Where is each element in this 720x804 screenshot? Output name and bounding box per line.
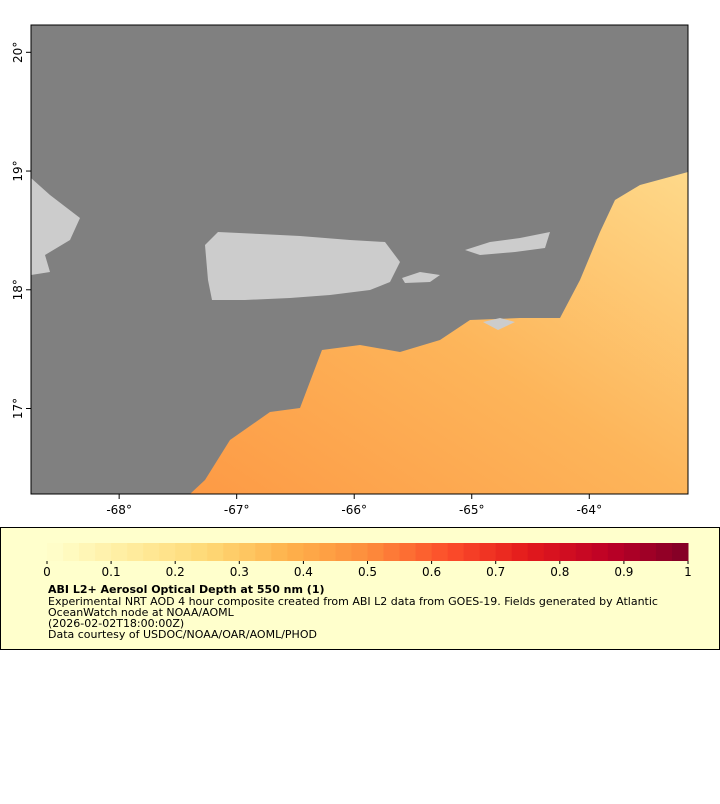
colorbar-segment: [639, 543, 657, 561]
y-tick-label: 17°: [11, 398, 25, 419]
colorbar-segment: [431, 543, 449, 561]
colorbar-segment: [223, 543, 240, 561]
x-tick-label: -65°: [459, 503, 485, 517]
colorbar-segment: [95, 543, 112, 561]
colorbar-tick-label: 0.1: [102, 565, 121, 579]
colorbar-segment: [479, 543, 497, 561]
colorbar-tick-label: 0.6: [422, 565, 441, 579]
colorbar-tick-label: 0.7: [486, 565, 505, 579]
colorbar-segment: [127, 543, 144, 561]
colorbar-segment: [191, 543, 208, 561]
colorbar-segment: [511, 543, 529, 561]
colorbar-segment: [351, 543, 368, 561]
colorbar-segment: [527, 543, 545, 561]
colorbar-segment: [319, 543, 336, 561]
colorbar-segment: [79, 543, 96, 561]
colorbar-segment: [543, 543, 561, 561]
colorbar-segment: [575, 543, 593, 561]
colorbar-segment: [63, 543, 80, 561]
colorbar-segment: [415, 543, 433, 561]
land-islands: [483, 318, 515, 330]
colorbar-segment: [559, 543, 577, 561]
legend-line: (2026-02-02T18:00:00Z): [48, 617, 184, 630]
colorbar-segment: [335, 543, 352, 561]
y-tick-label: 18°: [11, 279, 25, 300]
colorbar-tick-label: 0.5: [358, 565, 377, 579]
colorbar-segment: [447, 543, 465, 561]
colorbar-segment: [607, 543, 625, 561]
colorbar-segment: [671, 543, 689, 561]
colorbar-segment: [255, 543, 272, 561]
colorbar-segment: [383, 543, 401, 561]
colorbar-tick-label: 0.2: [166, 565, 185, 579]
colorbar-segment: [159, 543, 176, 561]
y-tick-label: 19°: [11, 160, 25, 181]
colorbar-segment: [399, 543, 417, 561]
aod-field: [190, 172, 688, 494]
map-frame: [30, 24, 689, 495]
colorbar-segment: [591, 543, 609, 561]
legend-line: OceanWatch node at NOAA/AOML: [48, 606, 235, 619]
y-tick-label: 20°: [11, 42, 25, 63]
colorbar-segment: [271, 543, 288, 561]
colorbar-segment: [623, 543, 641, 561]
colorbar-segment: [287, 543, 304, 561]
colorbar-tick-label: 1: [684, 565, 692, 579]
x-tick-label: -67°: [224, 503, 250, 517]
land-hispaniola: [31, 178, 80, 275]
land-islands: [465, 232, 550, 255]
legend-line: Experimental NRT AOD 4 hour composite cr…: [48, 595, 658, 608]
colorbar-tick-label: 0.3: [230, 565, 249, 579]
legend-line: Data courtesy of USDOC/NOAA/OAR/AOML/PHO…: [48, 628, 317, 641]
land-islands: [402, 272, 440, 283]
colorbar-segment: [239, 543, 256, 561]
colorbar-tick-label: 0.9: [614, 565, 633, 579]
colorbar-tick-label: 0.4: [294, 565, 313, 579]
land-puerto-rico: [205, 232, 400, 300]
colorbar-segment: [47, 543, 64, 561]
colorbar-segment: [111, 543, 128, 561]
colorbar-segment: [655, 543, 673, 561]
colorbar-segment: [303, 543, 320, 561]
colorbar-segment: [495, 543, 513, 561]
legend-title: ABI L2+ Aerosol Optical Depth at 550 nm …: [48, 583, 325, 596]
x-tick-label: -68°: [106, 503, 132, 517]
colorbar-segment: [367, 543, 385, 561]
colorbar-segment: [143, 543, 160, 561]
x-tick-label: -64°: [576, 503, 602, 517]
colorbar-segment: [175, 543, 192, 561]
x-tick-label: -66°: [341, 503, 367, 517]
colorbar-tick-label: 0: [43, 565, 51, 579]
colorbar-segment: [207, 543, 224, 561]
colorbar-segment: [463, 543, 481, 561]
colorbar-tick-label: 0.8: [550, 565, 569, 579]
